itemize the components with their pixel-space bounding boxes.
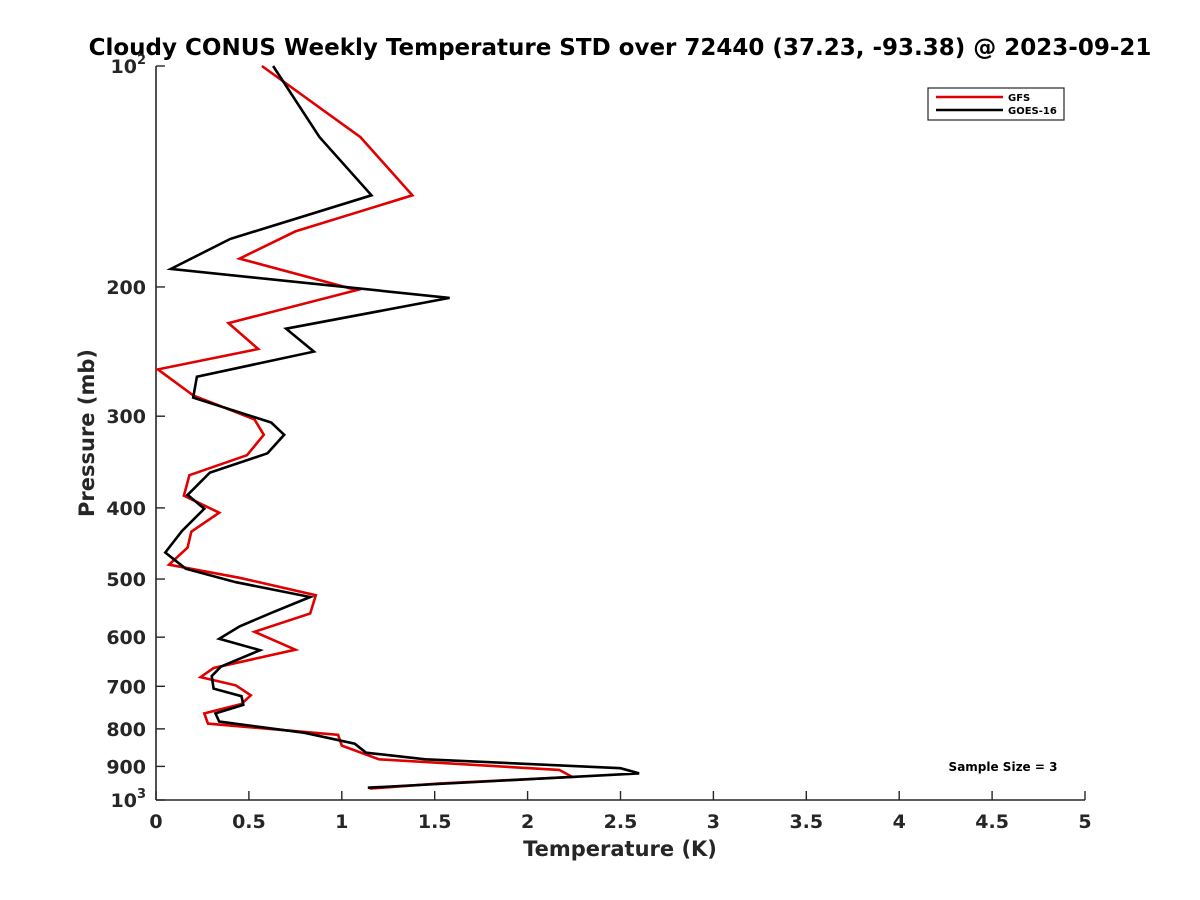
y-tick-label-base: 600 [106,627,146,649]
series-line-goes-16 [163,65,640,789]
y-tick-label: 103 [111,787,147,812]
x-tick-label: 2 [521,811,534,833]
x-axis-label: Temperature (K) [523,837,717,861]
y-tick-label: 300 [106,406,146,428]
x-tick-label: 2.5 [604,811,638,833]
chart-title: Cloudy CONUS Weekly Temperature STD over… [89,35,1152,61]
x-tick-label: 3.5 [789,811,823,833]
y-tick-label-base: 10 [111,790,137,812]
axes-frame [155,66,1085,801]
legend-label-gfs: GFS [1008,93,1030,104]
x-tick-label: 0 [149,811,162,833]
y-tick-label: 600 [106,627,146,649]
y-tick-label-base: 500 [106,569,146,591]
y-tick-label-base: 900 [106,756,146,778]
y-tick-label: 700 [106,676,146,698]
y-tick-label: 200 [106,277,146,299]
y-tick-label-exponent: 3 [137,787,146,802]
y-tick-label-base: 400 [106,498,146,520]
x-tick-label: 1.5 [418,811,452,833]
x-tick-label: 4 [893,811,906,833]
y-tick-label: 500 [106,569,146,591]
y-tick-label-base: 300 [106,406,146,428]
legend-label-goes-16: GOES-16 [1008,106,1057,117]
y-tick-label: 800 [106,719,146,741]
y-tick-label: 102 [111,53,147,78]
x-tick-label: 4.5 [975,811,1009,833]
y-tick-label-exponent: 2 [137,53,146,68]
y-tick-label: 400 [106,498,146,520]
y-tick-label-base: 10 [111,56,137,78]
x-tick-label: 5 [1078,811,1091,833]
legend-box [927,87,1065,121]
x-tick-label: 1 [335,811,348,833]
y-tick-label: 900 [106,756,146,778]
x-axis-ticks: 0 0.5 1 1.5 2 2.5 3 3.5 4 4.5 5 [149,791,1092,833]
series-lines [154,64,640,790]
y-tick-label-base: 200 [106,277,146,299]
y-tick-label-base: 700 [106,676,146,698]
legend: GFS GOES-16 [927,87,1065,121]
x-tick-label: 3 [707,811,720,833]
x-tick-label: 0.5 [232,811,266,833]
sample-size-annotation: Sample Size = 3 [949,760,1058,774]
y-tick-label-base: 800 [106,719,146,741]
series-line-gfs [154,64,577,790]
y-axis-label: Pressure (mb) [75,349,99,517]
